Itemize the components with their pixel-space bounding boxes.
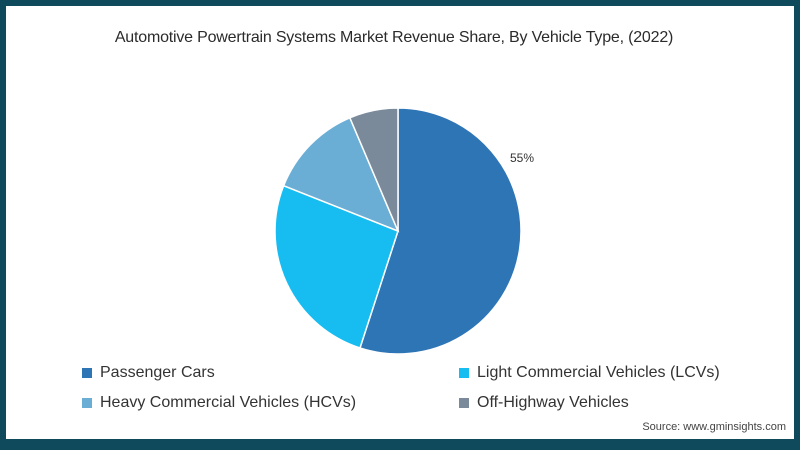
legend-item-off-highway: Off-Highway Vehicles (459, 394, 629, 412)
pie-slice-passenger-cars (359, 107, 522, 355)
legend-item-hcv: Heavy Commercial Vehicles (HCVs) (82, 394, 356, 412)
legend-label: Heavy Commercial Vehicles (HCVs) (100, 394, 357, 411)
legend-swatch-icon (82, 398, 92, 408)
legend-swatch-icon (459, 368, 469, 378)
pie-slice-off-highway-vehicles (348, 107, 399, 232)
source-attribution: Source: www.gminsights.com (642, 421, 786, 433)
passenger-cars-percentage-label: 55% (510, 151, 535, 165)
pie-slice-heavy-commercial-vehicles-hcvs (282, 116, 400, 233)
pie-slice-light-commercial-vehicles-lcvs (274, 184, 399, 349)
legend-label: Off-Highway Vehicles (477, 394, 629, 411)
chart-title: Automotive Powertrain Systems Market Rev… (114, 29, 674, 46)
legend-item-lcv: Light Commercial Vehicles (LCVs) (459, 364, 720, 382)
legend-label: Passenger Cars (100, 364, 215, 381)
legend-swatch-icon (459, 398, 469, 408)
legend-swatch-icon (82, 368, 92, 378)
legend-item-passenger-cars: Passenger Cars (82, 364, 215, 382)
legend-label: Light Commercial Vehicles (LCVs) (477, 364, 720, 381)
